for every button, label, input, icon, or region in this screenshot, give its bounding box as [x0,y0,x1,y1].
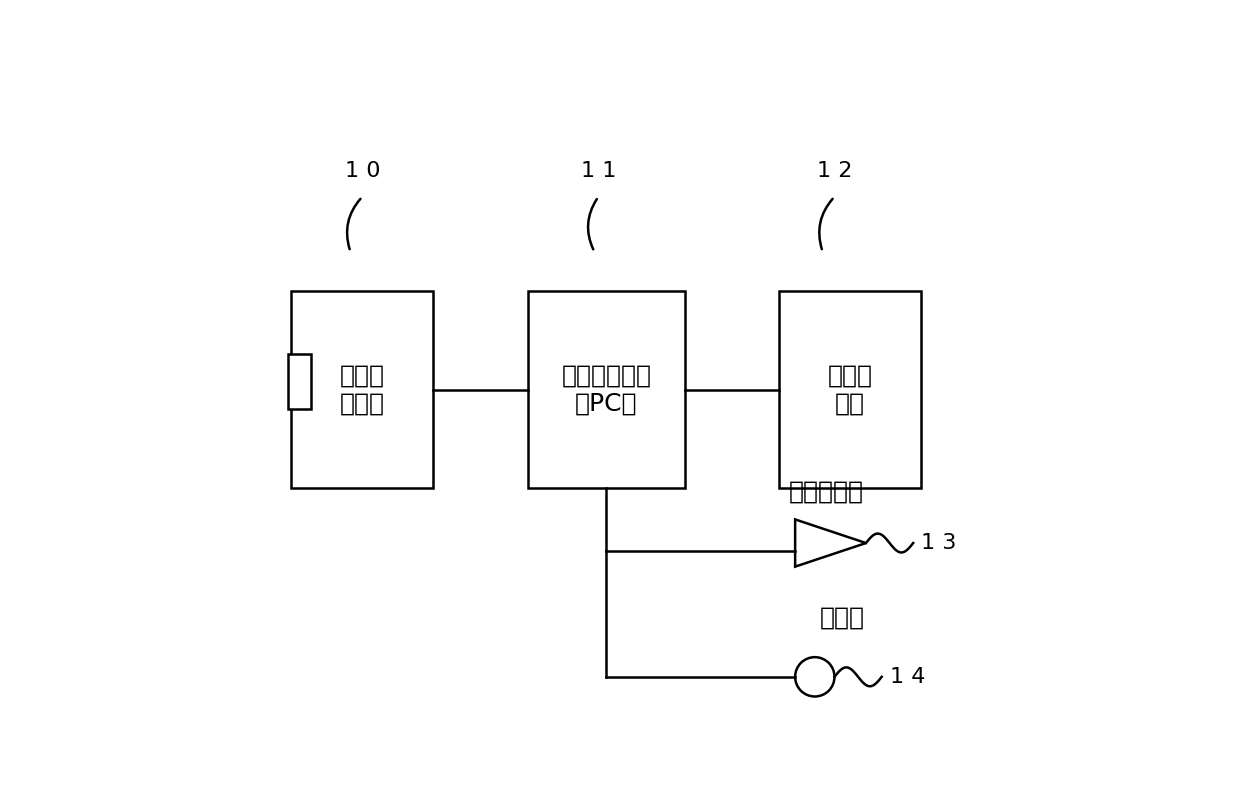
Text: キーボード: キーボード [789,480,865,504]
Text: 1 3: 1 3 [921,533,957,553]
Circle shape [795,657,835,696]
Text: ビデオ
カメラ: ビデオ カメラ [340,364,384,416]
Polygon shape [795,519,866,567]
Text: 1 2: 1 2 [817,161,852,181]
Text: 1 1: 1 1 [581,161,616,181]
Text: コンピュータ
（PC）: コンピュータ （PC） [561,364,652,416]
Bar [527,291,685,488]
Bar [287,354,311,409]
Text: モニタ
装置: モニタ 装置 [827,364,873,416]
Text: 1 0: 1 0 [345,161,379,181]
Bar [291,291,433,488]
Text: 1 4: 1 4 [889,667,926,687]
Bar [780,291,921,488]
Text: マウス: マウス [820,606,865,630]
